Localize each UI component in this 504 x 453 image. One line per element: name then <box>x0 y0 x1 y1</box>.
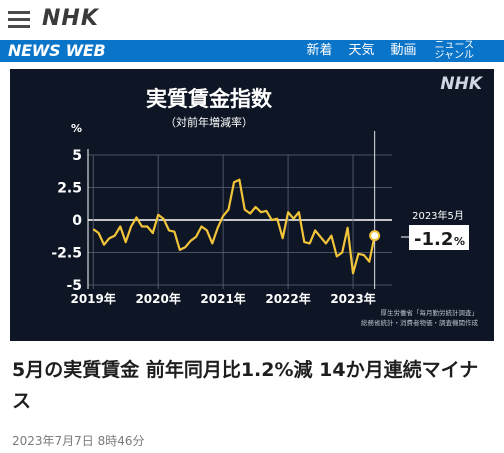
nav-link-video[interactable]: 動画 <box>390 43 417 58</box>
y-tick-label: 2.5 <box>57 181 82 197</box>
x-tick-label: 2020年 <box>135 291 180 306</box>
chart-subtitle: （対前年増減率） <box>165 115 253 129</box>
nav-link-genre[interactable]: ニュース ジャンル <box>425 40 504 62</box>
y-tick-label: -5 <box>66 278 82 294</box>
news-web-navbar: NEWS WEB 新着 天気 動画 ニュース ジャンル <box>0 40 504 62</box>
nav-links: 新着 天気 動画 ニュース ジャンル <box>298 40 504 62</box>
article-figure: 5 2.5 0 -2.5 -5 2019年 2020年 2021年 2022年 2023年 実質賃… <box>10 69 494 341</box>
news-web-logo[interactable]: NEWS WEB <box>8 41 106 60</box>
callout-date-bg <box>410 208 466 222</box>
latest-point-marker <box>369 230 381 242</box>
y-tick-label: -2.5 <box>51 246 82 262</box>
hamburger-menu-icon[interactable] <box>8 9 30 29</box>
y-axis-unit-label: % <box>71 122 82 135</box>
article-headline[interactable]: 5月の実質賃金 前年同月比1.2%減 14か月連続マイナス <box>12 359 479 412</box>
callout-box <box>409 225 469 250</box>
top-header: NHK <box>0 0 504 40</box>
series-line <box>92 178 376 275</box>
source-line-2: 総務省統計・消費者物価・調査機関作成 <box>361 318 479 327</box>
article-timestamp: 2023年7月7日 8時46分 <box>12 434 145 448</box>
nav-link-weather[interactable]: 天気 <box>348 43 375 58</box>
x-tick-label: 2019年 <box>70 291 115 306</box>
x-tick-label: 2022年 <box>265 291 310 306</box>
y-tick-label: 5 <box>72 148 82 164</box>
x-tick-label: 2021年 <box>200 291 245 306</box>
source-line-1: 厚生労働省「毎月勤労統計調査」 <box>381 308 479 317</box>
nav-link-genre-line1: ニュース <box>434 40 475 51</box>
y-tick-label: 0 <box>72 213 82 229</box>
nav-link-latest[interactable]: 新着 <box>306 43 333 58</box>
callout-unit: % <box>454 235 465 248</box>
nav-link-genre-line2: ジャンル <box>434 50 475 61</box>
nhk-logo[interactable]: NHK <box>42 6 99 31</box>
chart-title: 実質賃金指数 <box>146 87 273 111</box>
nhk-watermark: NHK <box>440 74 483 94</box>
callout-value: -1.2 <box>414 229 453 250</box>
callout-date: 2023年5月 <box>412 209 464 222</box>
x-tick-label: 2023年 <box>330 291 375 306</box>
